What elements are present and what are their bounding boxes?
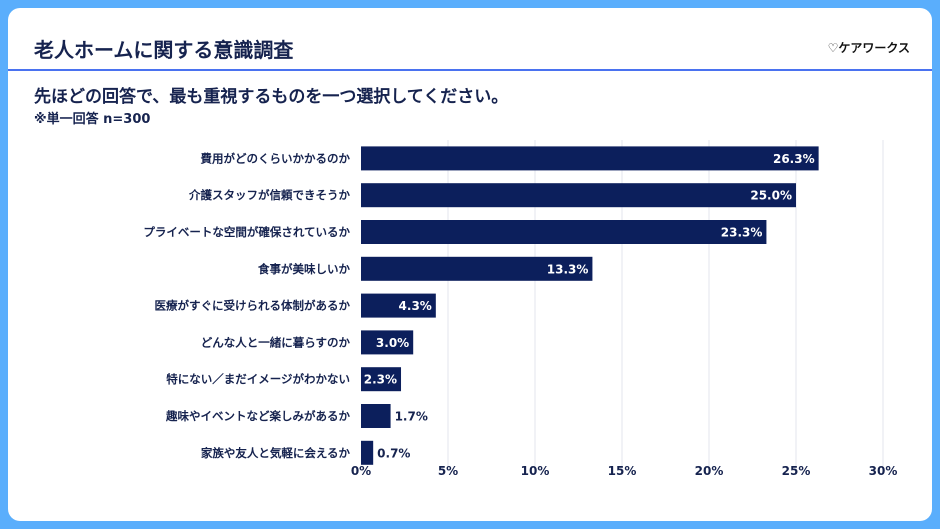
bar [361, 220, 767, 244]
category-label: 食事が美味しいか [258, 262, 350, 276]
data-label: 1.7% [395, 410, 428, 424]
data-label: 25.0% [750, 189, 792, 203]
category-label: 趣味やイベントなど楽しみがあるか [165, 409, 350, 423]
bar [361, 404, 391, 428]
page-title: 老人ホームに関する意識調査 [34, 38, 294, 62]
x-tick-label: 20% [695, 464, 724, 478]
category-label: どんな人と一緒に暮らすのか [201, 335, 351, 349]
bar [361, 367, 402, 392]
category-label: 特にない／まだイメージがわかない [166, 372, 350, 386]
data-label: 13.3% [547, 262, 589, 276]
bar [361, 256, 593, 281]
bar [361, 146, 819, 171]
x-tick-label: 10% [521, 464, 550, 478]
category-label: 介護スタッフが信頼できそうか [188, 188, 350, 202]
category-label: 医療がすぐに受けられる体制があるか [155, 299, 351, 313]
card: 老人ホームに関する意識調査 ♡ケアワークス 先ほどの回答で、最も重視するものを一… [8, 8, 932, 521]
data-label: 26.3% [773, 152, 815, 166]
category-label: 家族や友人と気軽に会えるか [201, 446, 351, 460]
x-tick-label: 5% [438, 464, 458, 478]
category-label: 費用がどのくらいかかるのか [201, 151, 351, 165]
category-label: プライベートな空間が確保されているか [143, 225, 350, 239]
x-tick-label: 30% [869, 464, 898, 478]
sample-note: ※単一回答 n=300 [34, 112, 151, 127]
data-label: 4.3% [399, 299, 432, 313]
header-divider [8, 69, 932, 71]
bar [361, 183, 796, 208]
x-tick-label: 0% [351, 464, 371, 478]
question-text: 先ほどの回答で、最も重視するものを一つ選択してください。 [34, 87, 509, 107]
data-label: 2.3% [364, 373, 397, 387]
bar [361, 330, 414, 355]
data-label: 0.7% [377, 446, 410, 460]
x-tick-label: 15% [608, 464, 637, 478]
data-label: 23.3% [721, 226, 763, 240]
logo: ♡ケアワークス [827, 41, 910, 55]
x-tick-label: 25% [782, 464, 811, 478]
bar [361, 293, 436, 318]
data-label: 3.0% [376, 336, 409, 350]
bar [361, 440, 374, 465]
